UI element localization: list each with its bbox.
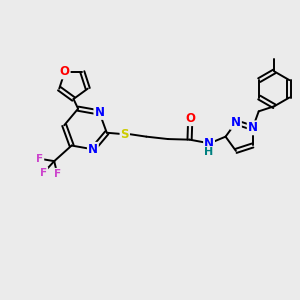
Text: O: O: [185, 112, 195, 125]
Text: N: N: [88, 143, 98, 156]
Text: O: O: [60, 65, 70, 78]
Text: N: N: [231, 116, 241, 129]
Text: N: N: [248, 121, 258, 134]
Text: F: F: [36, 154, 43, 164]
Text: H: H: [204, 147, 214, 157]
Text: F: F: [40, 167, 47, 178]
Text: F: F: [54, 169, 61, 179]
Text: S: S: [121, 128, 129, 141]
Text: N: N: [94, 106, 104, 119]
Text: N: N: [204, 137, 214, 150]
